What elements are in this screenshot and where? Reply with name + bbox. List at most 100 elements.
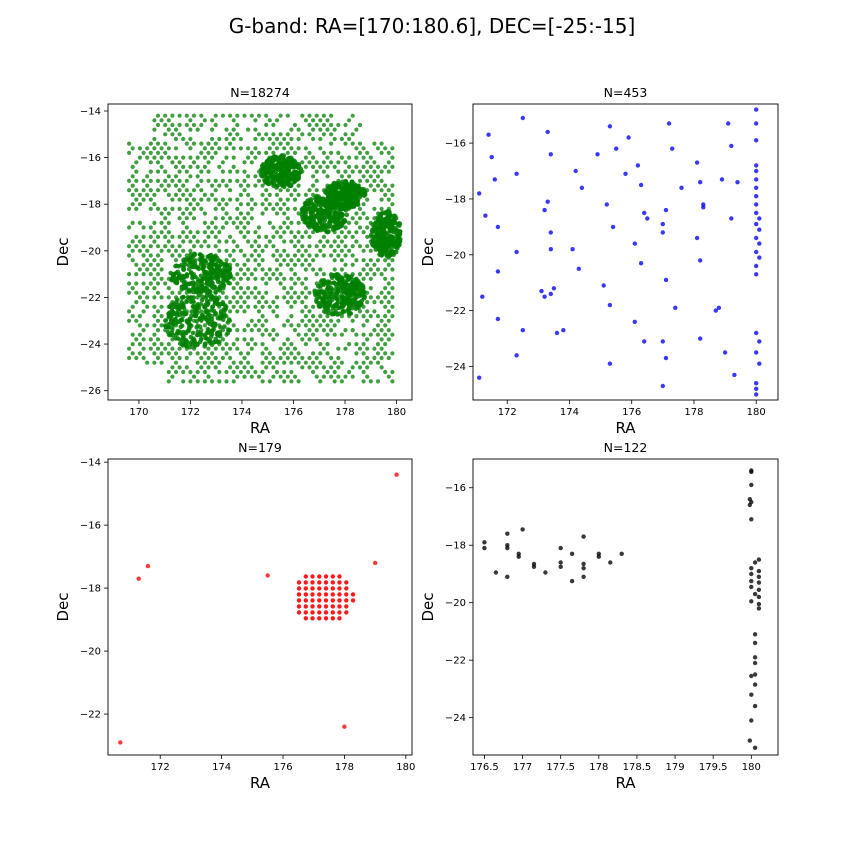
data-point: [177, 234, 182, 239]
data-point: [221, 274, 226, 280]
data-point: [199, 206, 204, 211]
data-point: [173, 183, 179, 188]
y-tick-label: −14: [80, 106, 101, 117]
data-point: [368, 295, 373, 300]
data-point: [296, 136, 301, 142]
data-point: [213, 113, 218, 118]
data-point: [177, 206, 182, 211]
data-point: [145, 155, 150, 160]
data-point: [307, 309, 312, 314]
data-point: [127, 272, 132, 277]
data-point: [228, 132, 233, 137]
data-point: [274, 211, 280, 216]
data-point: [383, 258, 388, 263]
data-point: [343, 346, 348, 351]
data-point: [390, 267, 395, 272]
x-tick-label: 178: [589, 762, 608, 773]
data-point: [282, 230, 287, 235]
data-point: [249, 337, 254, 342]
data-point: [303, 267, 308, 272]
data-point: [188, 136, 193, 142]
data-point: [210, 155, 215, 160]
data-point: [300, 337, 305, 342]
data-point: [314, 188, 319, 193]
data-point: [296, 239, 301, 244]
data-point: [303, 592, 308, 597]
data-point: [271, 253, 276, 258]
data-point: [246, 267, 251, 272]
data-point: [246, 155, 251, 160]
data-point: [361, 248, 366, 253]
data-point: [321, 113, 326, 118]
data-point: [386, 150, 391, 155]
data-point: [314, 253, 319, 258]
data-point: [242, 188, 247, 193]
data-point: [275, 183, 281, 188]
data-point: [127, 178, 132, 183]
data-point: [130, 286, 135, 291]
data-point: [321, 244, 326, 249]
data-point: [276, 163, 282, 168]
data-point: [213, 122, 218, 128]
data-point: [189, 323, 194, 328]
data-point: [375, 174, 381, 179]
data-point: [166, 118, 171, 123]
data-point: [148, 169, 153, 174]
data-point: [177, 132, 182, 137]
data-point: [271, 328, 276, 333]
data-point: [350, 262, 355, 267]
data-point: [231, 295, 236, 300]
data-point: [352, 201, 357, 207]
data-point: [177, 346, 182, 351]
data-point: [379, 355, 384, 361]
data-point: [749, 599, 754, 604]
data-point: [300, 132, 305, 137]
data-point: [332, 248, 337, 253]
data-point: [231, 286, 236, 291]
data-point: [296, 598, 302, 603]
data-point: [213, 178, 218, 183]
data-point: [166, 351, 171, 356]
data-point: [332, 379, 337, 384]
data-point: [354, 155, 359, 160]
data-point: [152, 332, 157, 337]
data-point: [357, 178, 363, 183]
data-point: [311, 208, 316, 213]
data-point: [372, 243, 378, 249]
data-point: [390, 192, 395, 197]
data-point: [267, 202, 272, 207]
data-point: [181, 230, 186, 235]
x-tick-label: 180: [742, 762, 761, 773]
data-point: [335, 199, 340, 205]
x-tick-label: 180: [747, 407, 766, 418]
data-point: [387, 209, 392, 215]
data-point: [210, 136, 215, 142]
data-point: [224, 155, 229, 160]
data-point: [145, 192, 150, 197]
data-point: [256, 244, 262, 249]
y-axis-label: Dec: [54, 592, 72, 621]
data-point: [329, 132, 334, 137]
data-point: [754, 163, 759, 168]
data-point: [302, 205, 307, 210]
data-point: [224, 268, 229, 274]
data-point: [296, 183, 301, 188]
data-point: [173, 155, 179, 160]
data-point: [217, 239, 222, 244]
data-point: [249, 328, 254, 333]
data-point: [607, 124, 613, 129]
data-point: [321, 122, 326, 128]
data-point: [386, 337, 391, 342]
data-point: [390, 155, 395, 160]
axes-frame: [107, 103, 413, 401]
data-point: [280, 183, 285, 188]
data-point: [279, 155, 284, 161]
data-point: [292, 234, 298, 239]
data-point: [190, 304, 196, 309]
data-point: [596, 554, 601, 559]
data-point: [137, 239, 142, 244]
data-point: [260, 314, 265, 319]
data-point: [134, 281, 139, 286]
data-point: [570, 247, 575, 252]
data-point: [246, 360, 251, 365]
